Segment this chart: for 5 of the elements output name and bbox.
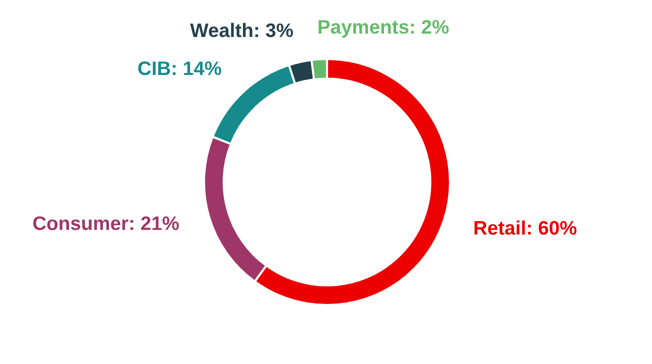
slice-label: Wealth: 3% xyxy=(190,22,293,38)
slice-label: Consumer: 21% xyxy=(33,216,179,230)
slice-label: Payments: 2% xyxy=(318,20,449,38)
slice-label: Retail: 60% xyxy=(474,220,576,235)
slice-label: CIB: 14% xyxy=(138,61,222,76)
